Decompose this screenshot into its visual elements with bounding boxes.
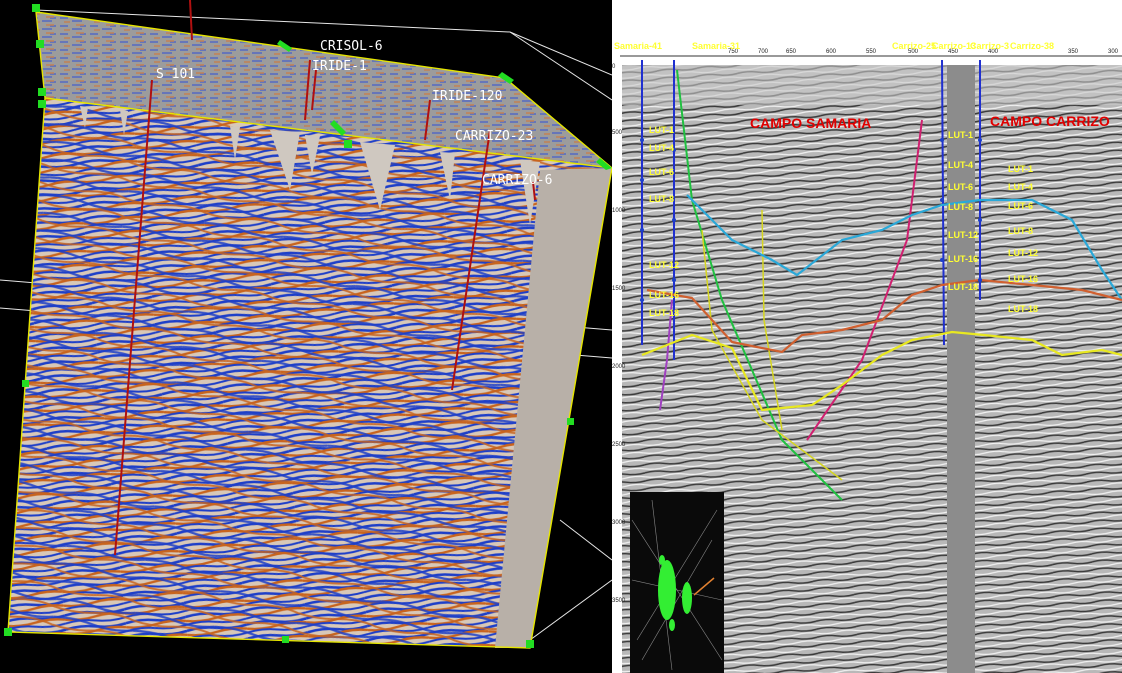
lut-marker: LUT-1 xyxy=(948,130,973,140)
top-axis-ticks: 750 700 650 600 550 500 450 400 350 300 xyxy=(728,49,1119,55)
cube-handles xyxy=(4,4,612,648)
handle[interactable] xyxy=(4,628,12,636)
well-paths xyxy=(114,0,536,556)
lut-marker: LUT-18 xyxy=(1008,304,1038,314)
lut-marker: LUT-1 xyxy=(1008,164,1033,174)
tick-label: 500 xyxy=(908,49,919,55)
handle[interactable] xyxy=(38,100,46,108)
handle[interactable] xyxy=(22,380,29,387)
tick-label: 700 xyxy=(758,49,769,55)
depth-tick-label: 3500 xyxy=(612,598,626,604)
well-name-samaria-41: Samaria-41 xyxy=(614,41,662,51)
well-name-carrizo-25: Carrizo-25 xyxy=(892,41,936,51)
well-name-carrizo-3: Carrizo-3 xyxy=(970,41,1009,51)
handle[interactable] xyxy=(567,418,574,425)
lut-marker: LUT-18 xyxy=(948,282,978,292)
tick-label: 300 xyxy=(1108,49,1119,55)
field-title-samaria: CAMPO SAMARIA xyxy=(750,115,871,131)
tick-label: 600 xyxy=(826,49,837,55)
handle[interactable] xyxy=(498,72,514,84)
lut-marker: LUT-16 xyxy=(948,254,978,264)
horizon-yellow xyxy=(641,330,1122,412)
depth-tick-label: 0 xyxy=(612,64,616,70)
horizons xyxy=(641,194,1122,412)
depth-tick-label: 500 xyxy=(612,130,623,136)
lut-markers-right: LUT-1 LUT-4 LUT-6 LUT-8 LUT-12 LUT-16 LU… xyxy=(1008,164,1038,314)
lut-marker: LUT-4 xyxy=(1008,182,1033,192)
top-notches xyxy=(80,106,540,225)
lut-marker: LUT-12 xyxy=(1008,248,1038,258)
cube-frame xyxy=(7,11,612,649)
tick-label: 650 xyxy=(786,49,797,55)
horizon-orange xyxy=(646,278,1122,354)
lut-marker: LUT-6 xyxy=(1008,201,1033,211)
well-label-iride-120: IRIDE-120 xyxy=(432,89,502,104)
tick-label: 450 xyxy=(948,49,959,55)
lut-marker: LUT-18 xyxy=(649,308,679,318)
depth-tick-label: 2000 xyxy=(612,364,626,370)
lut-markers-mid: LUT-1 LUT-4 LUT-6 LUT-8 LUT-12 LUT-16 LU… xyxy=(948,130,978,292)
lut-marker: LUT-12 xyxy=(948,230,978,240)
basemap-inset[interactable] xyxy=(630,492,724,673)
lut-marker: LUT-4 xyxy=(649,143,674,153)
tick-label: 550 xyxy=(866,49,877,55)
handle[interactable] xyxy=(330,120,346,136)
seismic-section-canvas: 750 700 650 600 550 500 450 400 350 300 … xyxy=(612,0,1122,673)
gap-band xyxy=(947,65,975,673)
lut-marker: LUT-6 xyxy=(948,182,973,192)
tick-label: 350 xyxy=(1068,49,1079,55)
tick-label: 400 xyxy=(988,49,999,55)
handle[interactable] xyxy=(36,40,44,48)
well-label-iride-1: IRIDE-1 xyxy=(312,59,367,74)
well-label-carrizo-6: CARRIZO-6 xyxy=(482,173,552,188)
lut-marker: LUT-4 xyxy=(948,160,973,170)
handle[interactable] xyxy=(38,88,46,96)
well-markers xyxy=(640,138,982,302)
lut-markers-left: LUT-1 LUT-4 LUT-6 LUT-8 LUT-12 LUT-16 LU… xyxy=(649,125,679,318)
lut-marker: LUT-6 xyxy=(649,167,674,177)
handle[interactable] xyxy=(282,636,289,643)
horizon-cyan xyxy=(686,194,1122,301)
lut-marker: LUT-12 xyxy=(649,260,679,270)
well-label-crisol-6: CRISOL-6 xyxy=(320,39,383,54)
section-well-names: Samaria-41 Samaria-31 Carrizo-25 Carrizo… xyxy=(614,41,1054,51)
well-name-samaria-31: Samaria-31 xyxy=(692,41,740,51)
well-name-carrizo-38: Carrizo-38 xyxy=(1010,41,1054,51)
cube-top-slice xyxy=(36,12,612,168)
seismic-cube-viewport[interactable]: CRISOL-6 IRIDE-1 S 101 IRIDE-120 CARRIZO… xyxy=(0,0,612,673)
lut-marker: LUT-1 xyxy=(649,125,674,135)
depth-tick-label: 3000 xyxy=(612,520,626,526)
lut-marker: LUT-16 xyxy=(1008,274,1038,284)
seismic-cube-canvas: CRISOL-6 IRIDE-1 S 101 IRIDE-120 CARRIZO… xyxy=(0,0,612,649)
handle[interactable] xyxy=(526,640,534,648)
well-label-s-101: S 101 xyxy=(156,67,195,82)
lut-marker: LUT-8 xyxy=(1008,226,1033,236)
depth-tick-label: 1500 xyxy=(612,286,626,292)
handle[interactable] xyxy=(32,4,40,12)
depth-tick-label: 1000 xyxy=(612,208,626,214)
well-name-carrizo-13: Carrizo-13 xyxy=(932,41,976,51)
lut-marker: LUT-8 xyxy=(948,202,973,212)
handle[interactable] xyxy=(277,40,292,52)
depth-tick-label: 2500 xyxy=(612,442,626,448)
tick-label: 750 xyxy=(728,49,739,55)
well-label-carrizo-23: CARRIZO-23 xyxy=(455,129,533,144)
cube-side-face xyxy=(495,168,612,648)
handle[interactable] xyxy=(596,158,612,170)
handle[interactable] xyxy=(344,140,352,148)
seismic-section-panel[interactable]: 750 700 650 600 550 500 450 400 350 300 … xyxy=(612,0,1122,673)
depth-axis-ticks: 0 500 1000 1500 2000 2500 3000 3500 xyxy=(612,64,626,604)
lut-marker: LUT-8 xyxy=(649,194,674,204)
section-wells xyxy=(641,59,981,501)
field-title-carrizo: CAMPO CARRIZO xyxy=(990,113,1110,129)
lut-marker: LUT-16 xyxy=(649,290,679,300)
